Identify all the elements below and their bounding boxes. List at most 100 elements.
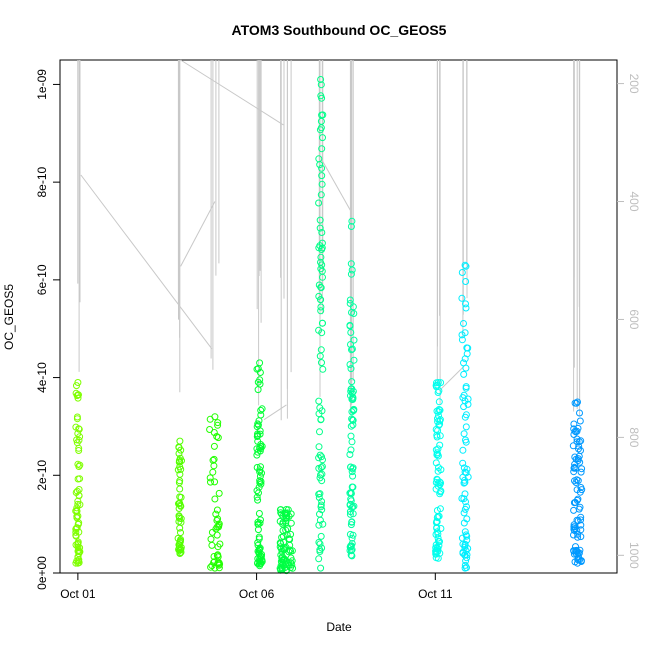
data-point [461, 261, 469, 269]
data-point [175, 505, 183, 512]
data-point [316, 224, 324, 232]
data-point [315, 464, 323, 472]
data-point [253, 451, 261, 459]
data-point [574, 533, 582, 541]
data-point [73, 487, 81, 495]
data-point [256, 430, 264, 438]
data-point [74, 497, 82, 505]
data-point [347, 547, 355, 555]
data-point [573, 527, 581, 535]
data-point [207, 563, 215, 571]
data-point [348, 438, 356, 446]
pressure-transit-line [180, 59, 284, 126]
data-point [574, 556, 582, 564]
data-point [213, 523, 221, 531]
data-point [460, 391, 468, 399]
data-point [348, 345, 356, 353]
data-point [348, 552, 356, 560]
data-point [319, 319, 326, 327]
data-point [317, 124, 325, 132]
data-point [462, 262, 470, 270]
data-point [216, 540, 224, 548]
data-point [462, 304, 470, 312]
data-point [577, 468, 585, 476]
data-point [347, 432, 355, 440]
data-point [210, 429, 218, 436]
data-point [458, 331, 466, 339]
data-point [436, 416, 444, 424]
data-point [175, 513, 183, 521]
pressure-transit-line [439, 366, 464, 391]
data-point [576, 409, 583, 417]
data-point [574, 457, 582, 464]
data-point [433, 524, 441, 532]
data-point [433, 545, 441, 553]
data-point [458, 294, 466, 302]
data-point [176, 437, 184, 445]
data-point [315, 538, 323, 546]
data-point [176, 470, 184, 478]
data-point [256, 466, 264, 474]
data-point [176, 538, 184, 546]
data-point [255, 545, 263, 553]
data-point [277, 558, 285, 566]
data-point [276, 517, 284, 525]
data-point [254, 559, 261, 567]
data-point [284, 525, 291, 533]
data-point [177, 446, 185, 454]
data-point [348, 534, 356, 542]
data-point [75, 391, 82, 399]
data-point [76, 475, 84, 483]
data-point [256, 477, 264, 485]
data-point [316, 490, 324, 498]
x-tick-label: Oct 11 [418, 587, 453, 601]
data-point [282, 543, 290, 551]
data-point [460, 509, 468, 517]
data-point [176, 458, 184, 466]
y-tick-label: 0e+00 [35, 556, 49, 590]
data-point [349, 396, 357, 403]
data-point [317, 258, 324, 266]
data-point [207, 478, 214, 486]
data-point [317, 564, 325, 572]
right-y-tick-label: 1000 [627, 542, 641, 569]
data-point [575, 505, 583, 513]
data-point [347, 422, 355, 430]
pressure-lines [77, 59, 581, 421]
data-point [318, 164, 326, 172]
data-point [461, 355, 469, 363]
data-point [348, 378, 356, 386]
data-point [459, 540, 467, 548]
data-point [458, 336, 466, 344]
data-point [255, 417, 263, 425]
data-point [318, 544, 326, 552]
data-point [464, 395, 472, 403]
data-point [347, 329, 355, 336]
data-point [317, 471, 324, 479]
data-point [256, 380, 264, 388]
data-point [315, 555, 323, 563]
data-point [318, 172, 326, 180]
data-point [433, 451, 441, 459]
data-point [346, 321, 354, 329]
data-point [279, 532, 287, 540]
data-point [278, 510, 286, 518]
data-point [318, 506, 326, 514]
data-point [460, 320, 467, 327]
data-point [255, 510, 263, 517]
data-point [434, 554, 442, 562]
data-point [347, 365, 355, 373]
data-point [577, 533, 585, 541]
data-point [573, 399, 580, 407]
data-point [458, 269, 466, 276]
data-point [317, 307, 325, 315]
data-point [74, 379, 82, 386]
data-point [175, 544, 183, 552]
data-point [462, 278, 470, 285]
data-point [433, 433, 441, 441]
data-point [317, 532, 325, 540]
x-axis: Oct 01 Oct 06 Oct 11 [60, 572, 453, 601]
data-point [349, 465, 357, 473]
data-point [570, 420, 578, 428]
data-point [317, 76, 325, 83]
